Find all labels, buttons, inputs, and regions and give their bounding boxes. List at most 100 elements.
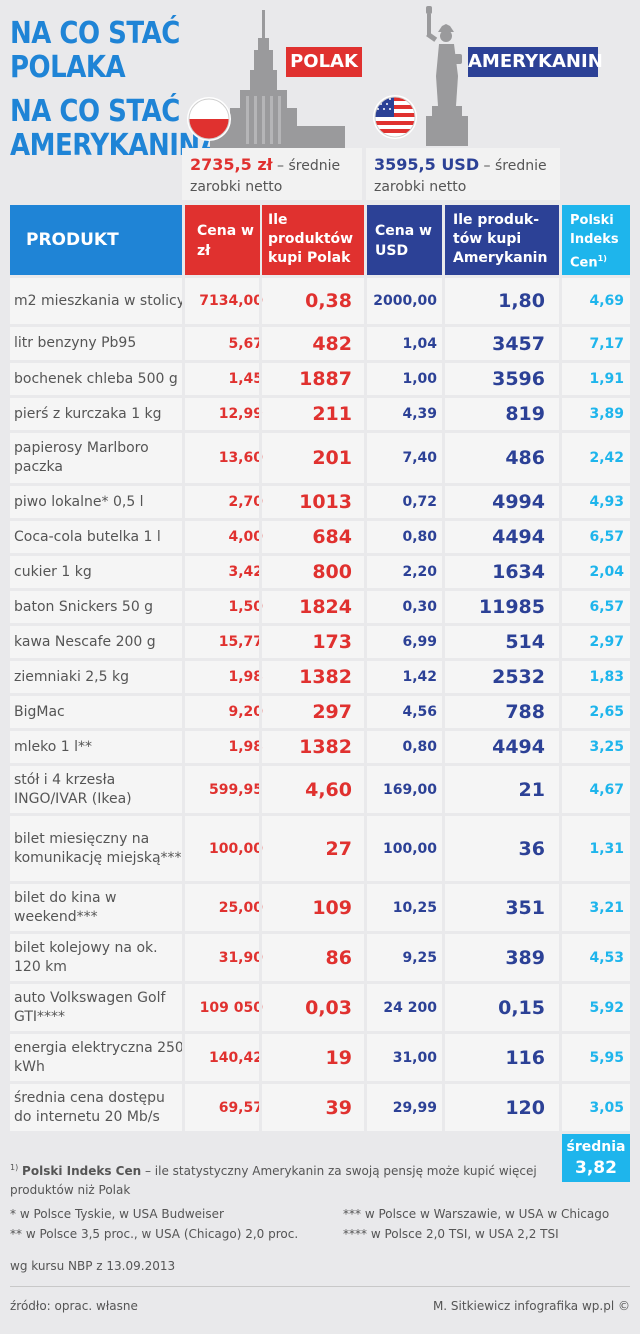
title-line-2: POLAKA bbox=[10, 50, 126, 85]
price-pl: 5,67 bbox=[228, 335, 263, 352]
table-row: pierś z kurczaka 1 kg 12,99 211 4,39 819 3,89 bbox=[10, 398, 630, 430]
price-us: 2000,00 bbox=[373, 293, 437, 309]
product-name: baton Snickers 50 g bbox=[14, 598, 154, 615]
column-separator bbox=[364, 661, 367, 693]
price-us: 7,40 bbox=[402, 450, 437, 466]
column-separator bbox=[364, 1034, 367, 1081]
column-separator bbox=[442, 984, 445, 1031]
price-pl: 31,90 bbox=[218, 949, 263, 966]
price-pl: 12,99 bbox=[218, 406, 263, 422]
price-index: 1,31 bbox=[589, 840, 624, 857]
count-us: 36 bbox=[518, 837, 545, 860]
column-separator bbox=[182, 433, 185, 483]
price-pl: 109 050 bbox=[199, 999, 263, 1016]
count-pl: 1824 bbox=[299, 596, 352, 618]
exchange-rate-note: wg kursu NBP z 13.09.2013 bbox=[10, 1259, 176, 1273]
column-separator bbox=[182, 591, 185, 623]
column-separator bbox=[364, 521, 367, 553]
source-note: źródło: oprac. własne bbox=[10, 1299, 138, 1313]
table-row: litr benzyny Pb95 5,67 482 1,04 3457 7,17 bbox=[10, 327, 630, 360]
count-us: 3457 bbox=[492, 332, 545, 355]
column-separator bbox=[559, 984, 562, 1031]
column-separator bbox=[559, 661, 562, 693]
table-row: papierosy Marlboro paczka 13,60 201 7,40 486… bbox=[10, 433, 630, 483]
product-name: pierś z kurczaka 1 kg bbox=[14, 405, 162, 422]
column-separator bbox=[182, 731, 185, 763]
column-separator bbox=[364, 363, 367, 395]
column-separator bbox=[442, 398, 445, 430]
product-name: kawa Nescafe 200 g bbox=[14, 633, 156, 650]
column-separator bbox=[559, 816, 562, 881]
price-pl: 13,60 bbox=[218, 450, 263, 466]
product-name: energia elektryczna 250 kWh bbox=[14, 1039, 184, 1075]
salary-us-value: 3595,5 USD bbox=[374, 155, 480, 174]
salary-us: 3595,5 USD – średnie zarobki netto bbox=[366, 148, 560, 200]
price-index: 4,53 bbox=[589, 949, 624, 966]
statue-of-liberty-icon bbox=[426, 6, 468, 146]
count-pl: 4,60 bbox=[305, 778, 352, 801]
price-us: 31,00 bbox=[392, 1049, 437, 1066]
column-separator bbox=[364, 984, 367, 1031]
price-pl: 25,00 bbox=[218, 899, 263, 916]
column-separator bbox=[259, 696, 262, 728]
column-separator bbox=[182, 766, 185, 813]
column-separator bbox=[442, 433, 445, 483]
table-row: cukier 1 kg 3,42 800 2,20 1634 2,04 bbox=[10, 556, 630, 588]
column-separator bbox=[364, 1084, 367, 1131]
price-us: 1,42 bbox=[402, 669, 437, 685]
table-row: średnia cena dostępu do internetu 20 Mb/… bbox=[10, 1084, 630, 1131]
footnote-star-1: * w Polsce Tyskie, w USA Budweiser bbox=[10, 1207, 224, 1221]
product-name: bilet miesięczny na komunikację miejską*… bbox=[14, 830, 182, 866]
column-separator bbox=[559, 363, 562, 395]
count-pl: 0,03 bbox=[305, 996, 352, 1019]
column-separator bbox=[259, 884, 262, 931]
infographic-title: NA CO STAĆ POLAKA NA CO STAĆ AMERYKANINA bbox=[10, 14, 220, 163]
price-pl: 100,00 bbox=[208, 840, 263, 857]
title-line-4: AMERYKANINA bbox=[10, 128, 220, 163]
column-separator bbox=[364, 884, 367, 931]
header-price-us: Cena w USD bbox=[367, 205, 442, 275]
table-row: bilet miesięczny na komunikację miejską*… bbox=[10, 816, 630, 881]
column-separator bbox=[559, 766, 562, 813]
footnote-1: 1) Polski Indeks Cen – ile statystyczny … bbox=[10, 1158, 555, 1200]
table-row: energia elektryczna 250 kWh 140,42 19 31,00… bbox=[10, 1034, 630, 1081]
column-separator bbox=[182, 696, 185, 728]
table-row: piwo lokalne* 0,5 l 2,70 1013 0,72 4994 4,93 bbox=[10, 486, 630, 518]
product-name: stół i 4 krzesła INGO/IVAR (Ikea) bbox=[14, 771, 132, 807]
column-separator bbox=[364, 278, 367, 324]
count-us: 21 bbox=[518, 778, 545, 801]
price-us: 4,39 bbox=[402, 406, 437, 422]
product-name: bochenek chleba 500 g bbox=[14, 370, 178, 387]
polak-label: POLAK bbox=[286, 47, 362, 77]
price-pl: 1,98 bbox=[228, 739, 263, 755]
price-pl: 1,50 bbox=[228, 599, 263, 615]
column-separator bbox=[364, 934, 367, 981]
price-us: 0,72 bbox=[402, 494, 437, 510]
count-us: 389 bbox=[505, 946, 545, 969]
price-us: 6,99 bbox=[402, 634, 437, 650]
column-separator bbox=[182, 884, 185, 931]
column-separator bbox=[259, 521, 262, 553]
count-us: 819 bbox=[505, 403, 545, 425]
amerykanin-label: AMERYKANIN bbox=[468, 47, 603, 77]
column-separator bbox=[559, 486, 562, 518]
column-separator bbox=[364, 731, 367, 763]
product-name: średnia cena dostępu do internetu 20 Mb/… bbox=[14, 1089, 165, 1125]
count-us: 514 bbox=[505, 631, 545, 653]
price-pl: 9,20 bbox=[228, 704, 263, 720]
product-name: auto Volkswagen Golf GTI**** bbox=[14, 989, 166, 1025]
price-index: 3,21 bbox=[589, 899, 624, 916]
column-separator bbox=[182, 661, 185, 693]
price-index: 3,89 bbox=[589, 406, 624, 422]
price-us: 29,99 bbox=[392, 1099, 437, 1116]
column-separator bbox=[182, 327, 185, 360]
column-separator bbox=[364, 327, 367, 360]
column-separator bbox=[559, 731, 562, 763]
table-row: baton Snickers 50 g 1,50 1824 0,30 11985 6,57 bbox=[10, 591, 630, 623]
column-separator bbox=[442, 626, 445, 658]
header-count-pl: Ile produktów kupi Polak bbox=[262, 205, 364, 275]
column-separator bbox=[442, 591, 445, 623]
column-separator bbox=[559, 626, 562, 658]
price-pl: 599,95 bbox=[208, 781, 263, 798]
column-separator bbox=[559, 696, 562, 728]
